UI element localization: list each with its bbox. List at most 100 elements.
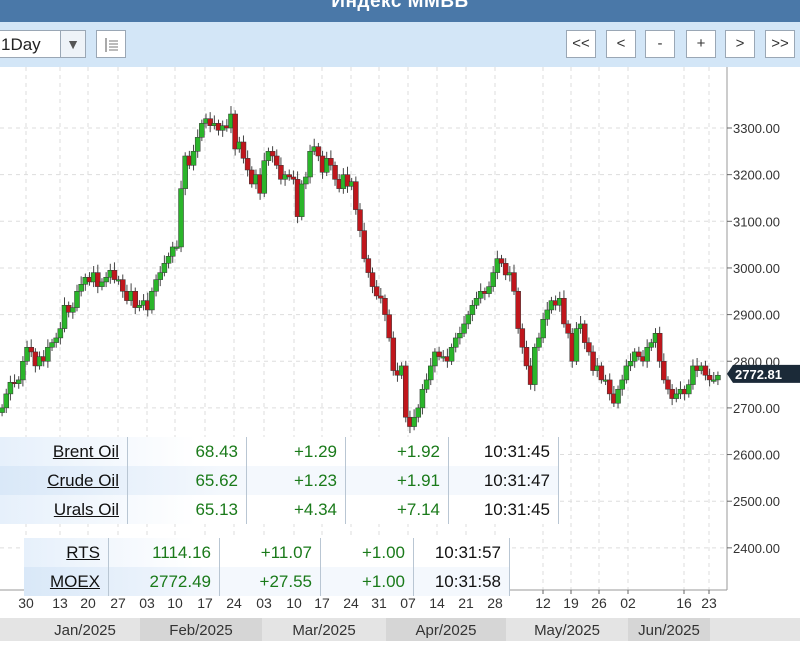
candle-up [161, 263, 168, 273]
candle-down [590, 351, 596, 371]
candle-down [706, 374, 713, 381]
candle-up [544, 309, 551, 320]
candle-up [536, 337, 542, 348]
candle-down [378, 295, 384, 299]
candle-down [373, 286, 380, 297]
candle-down [111, 270, 118, 280]
candle-up [490, 272, 496, 287]
candle-up [532, 347, 538, 385]
candle-up [619, 379, 625, 390]
nav-first-button[interactable]: << [566, 30, 596, 58]
candle-up [182, 155, 188, 189]
quote-change: +4.34 [246, 495, 346, 524]
candle-up [432, 351, 438, 367]
candle-up [457, 333, 463, 339]
candle-down [390, 337, 397, 371]
quote-change-percent: +1.92 [345, 437, 449, 466]
candle-down [403, 365, 409, 418]
x-tick-label: 02 [620, 595, 636, 611]
quote-row: RTS 1114.16 +11.07 +1.00 10:31:57 [24, 538, 510, 567]
nav-prev-button[interactable]: < [606, 30, 636, 58]
title-bar: Индекс ММВБ [0, 0, 800, 22]
candle-down [365, 258, 372, 273]
candle-up [686, 384, 692, 395]
candle-down [598, 365, 605, 381]
candle-up [190, 151, 197, 166]
quote-name-link[interactable]: MOEX [24, 567, 109, 596]
candle-up [573, 328, 580, 362]
month-label: Jan/2025 [54, 622, 116, 639]
x-tick-label: 24 [226, 595, 242, 611]
candle-down [511, 272, 517, 292]
candle-up [153, 279, 159, 292]
month-label: Feb/2025 [140, 618, 262, 641]
candle-down [661, 361, 667, 381]
candle-down [361, 230, 367, 259]
x-tick-label: 12 [535, 595, 551, 611]
candle-up [49, 342, 55, 348]
nav-last-button[interactable]: >> [765, 30, 795, 58]
candle-down [586, 342, 592, 353]
y-tick-label: 3100.00 [733, 214, 780, 229]
candle-up [7, 381, 14, 395]
x-tick-label: 28 [487, 595, 503, 611]
quote-name-link[interactable]: Urals Oil [0, 495, 128, 524]
candle-up [136, 305, 143, 308]
candle-up [648, 342, 655, 348]
candle-down [278, 165, 284, 180]
candle-down [353, 181, 359, 210]
x-tick-label: 21 [458, 595, 474, 611]
candle-up [673, 393, 680, 399]
x-tick-label: 31 [371, 595, 387, 611]
quote-row: Urals Oil 65.13 +4.34 +7.14 10:31:45 [0, 495, 559, 524]
month-label: May/2025 [534, 622, 600, 639]
candle-up [3, 393, 9, 409]
quote-name-link[interactable]: Crude Oil [0, 466, 128, 495]
candle-up [15, 379, 22, 384]
candle-down [244, 158, 251, 171]
month-label: Apr/2025 [386, 618, 506, 641]
x-tick-label: 10 [167, 595, 183, 611]
quote-change-percent: +1.00 [320, 567, 414, 596]
y-tick-label: 2400.00 [733, 541, 780, 556]
candle-up [477, 291, 484, 299]
period-select[interactable]: 1Day ▼ [0, 30, 86, 58]
candle-up [461, 323, 467, 334]
candle-down [606, 379, 613, 395]
x-tick-label: 23 [701, 595, 717, 611]
y-tick-label: 2500.00 [733, 494, 780, 509]
candle-up [411, 416, 417, 427]
candle-up [165, 256, 172, 264]
quote-value: 1114.16 [108, 538, 220, 567]
x-tick-label: 16 [676, 595, 692, 611]
candle-down [274, 155, 280, 166]
candle-up [298, 183, 305, 217]
quote-name-link[interactable]: RTS [24, 538, 109, 567]
candle-up [644, 347, 650, 362]
last-price-label: 2772.81 [735, 367, 782, 382]
x-tick-label: 24 [343, 595, 359, 611]
candle-down [240, 141, 247, 159]
x-tick-label: 07 [400, 595, 416, 611]
x-tick-label: 10 [286, 595, 302, 611]
candle-up [540, 319, 546, 339]
zoom-in-button[interactable]: + [686, 30, 716, 58]
candle-up [303, 176, 309, 185]
quote-change: +27.55 [219, 567, 321, 596]
toolbar: 1Day ▼ << < - + > >> [0, 22, 800, 67]
quote-change: +1.23 [246, 466, 346, 495]
nav-next-button[interactable]: > [725, 30, 755, 58]
candle-down [332, 165, 338, 180]
list-icon[interactable] [96, 30, 126, 58]
candle-down [120, 279, 126, 292]
candle-down [519, 328, 526, 348]
candle-up [469, 305, 476, 315]
dropdown-arrow-icon[interactable]: ▼ [60, 31, 85, 57]
candle-down [132, 291, 139, 308]
candle-down [207, 118, 213, 126]
candle-down [286, 174, 292, 178]
candle-up [99, 281, 105, 287]
quote-name-link[interactable]: Brent Oil [0, 437, 128, 466]
candle-down [581, 323, 588, 343]
zoom-out-button[interactable]: - [645, 30, 675, 58]
